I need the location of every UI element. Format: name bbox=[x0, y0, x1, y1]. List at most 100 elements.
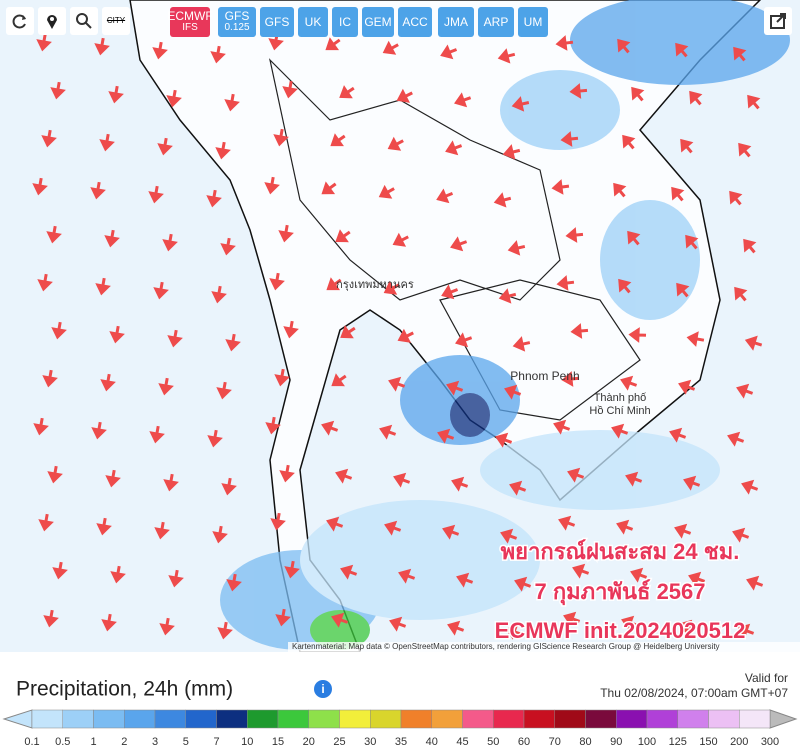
scale-swatch bbox=[431, 709, 463, 729]
valid-label: Valid for bbox=[745, 671, 788, 685]
wind-arrow bbox=[90, 181, 106, 200]
scale-swatch bbox=[585, 709, 617, 729]
model-button[interactable]: UK bbox=[298, 7, 328, 37]
wind-arrow bbox=[676, 282, 690, 298]
model-button[interactable]: ACC bbox=[398, 7, 432, 37]
wind-arrow bbox=[738, 142, 752, 158]
scale-label: 80 bbox=[579, 736, 591, 748]
wind-arrow bbox=[278, 224, 294, 243]
wind-arrow bbox=[617, 38, 631, 54]
wind-arrow bbox=[747, 94, 761, 110]
wind-arrow bbox=[42, 369, 58, 388]
wind-arrow bbox=[326, 516, 344, 532]
model-button[interactable]: IC bbox=[332, 7, 358, 37]
wind-arrow bbox=[215, 141, 231, 160]
wind-arrow bbox=[154, 521, 170, 540]
wind-arrow bbox=[220, 237, 236, 256]
wind-arrow bbox=[746, 575, 764, 591]
wind-arrow bbox=[393, 472, 411, 488]
wind-arrow bbox=[264, 176, 280, 195]
legend-title: Precipitation, 24h (mm) bbox=[16, 678, 233, 701]
model-button[interactable]: JMA bbox=[438, 7, 474, 37]
wind-arrow bbox=[679, 619, 697, 635]
wind-arrow bbox=[744, 335, 763, 351]
scale-swatch bbox=[93, 709, 125, 729]
info-icon[interactable] bbox=[314, 680, 332, 698]
wind-arrow bbox=[729, 190, 743, 206]
model-label: IC bbox=[339, 14, 351, 29]
wind-arrow bbox=[224, 93, 240, 112]
wind-arrow bbox=[283, 320, 299, 339]
model-button[interactable]: GFS 0.125 bbox=[218, 7, 256, 37]
share-button[interactable] bbox=[764, 7, 792, 35]
wind-arrow bbox=[680, 138, 694, 154]
wind-arrow bbox=[211, 285, 227, 304]
wind-arrow bbox=[94, 37, 110, 56]
model-button[interactable]: UM bbox=[518, 7, 548, 37]
wind-arrow bbox=[33, 417, 49, 436]
scale-label: 100 bbox=[638, 736, 656, 748]
scale-label: 3 bbox=[152, 736, 158, 748]
zoom-button[interactable] bbox=[70, 7, 98, 35]
wind-arrow bbox=[384, 520, 402, 536]
scale-swatch bbox=[277, 709, 309, 729]
wind-arrow bbox=[447, 620, 465, 636]
model-button[interactable]: ARP bbox=[478, 7, 514, 37]
scale-swatch bbox=[523, 709, 555, 729]
wind-arrow bbox=[560, 131, 579, 147]
wind-arrow bbox=[279, 464, 295, 483]
wind-arrow bbox=[36, 33, 52, 52]
wind-arrow bbox=[32, 177, 48, 196]
wind-arrow bbox=[451, 476, 469, 492]
wind-arrow bbox=[565, 227, 584, 243]
model-sublabel: 0.125 bbox=[224, 22, 250, 33]
model-label: ECMWF bbox=[167, 9, 213, 23]
scale-swatch bbox=[370, 709, 402, 729]
wind-arrow bbox=[269, 272, 285, 291]
wind-arrow bbox=[159, 617, 175, 636]
city-toggle[interactable]: CITY bbox=[102, 7, 130, 35]
rain bbox=[220, 0, 790, 650]
wind-arrow bbox=[445, 140, 463, 156]
wind-arrow bbox=[325, 37, 341, 51]
scale-swatch bbox=[62, 709, 94, 729]
wind-arrow bbox=[340, 564, 358, 580]
model-button[interactable]: GEM bbox=[362, 7, 394, 37]
model-button[interactable]: ECMWF IFS bbox=[167, 7, 213, 37]
wind-arrow bbox=[555, 35, 574, 51]
wind-arrow bbox=[631, 86, 645, 102]
location-button[interactable] bbox=[38, 7, 66, 35]
attribution: Kartenmaterial: Map data © OpenStreetMap… bbox=[292, 642, 720, 651]
scale-swatch bbox=[154, 709, 186, 729]
wind-arrow bbox=[678, 379, 696, 395]
wind-arrow bbox=[226, 573, 242, 592]
wind-arrow bbox=[340, 325, 356, 339]
scale-label: 70 bbox=[549, 736, 561, 748]
wind-arrow bbox=[104, 229, 120, 248]
wind-arrow bbox=[669, 427, 687, 443]
model-button[interactable]: GFS bbox=[260, 7, 294, 37]
wind-arrow bbox=[331, 612, 349, 628]
scale-label: 125 bbox=[669, 736, 687, 748]
wind-arrow bbox=[736, 383, 754, 399]
overlay-text: 7 กุมภาพันธ์ 2567 bbox=[534, 579, 705, 606]
wind-arrow bbox=[383, 280, 400, 295]
city-label: Thành phố bbox=[594, 392, 647, 404]
wind-arrow bbox=[378, 184, 395, 199]
wind-arrow bbox=[149, 425, 165, 444]
scale-label: 10 bbox=[241, 736, 253, 748]
wind-arrow bbox=[436, 188, 454, 204]
scale-label: 300 bbox=[761, 736, 779, 748]
scale-label: 45 bbox=[456, 736, 468, 748]
wind-arrow bbox=[456, 572, 474, 588]
wind-arrow bbox=[686, 331, 705, 347]
scale-arrow-right bbox=[769, 709, 798, 729]
wind-arrow bbox=[674, 523, 692, 539]
attribution-bg bbox=[288, 642, 800, 652]
wind-arrow bbox=[498, 288, 517, 304]
refresh-button[interactable] bbox=[6, 7, 34, 35]
wind-arrow bbox=[51, 321, 67, 340]
wind-arrow bbox=[551, 179, 570, 195]
wind-arrow bbox=[339, 85, 355, 99]
city-label: Phnom Penh bbox=[510, 369, 579, 383]
